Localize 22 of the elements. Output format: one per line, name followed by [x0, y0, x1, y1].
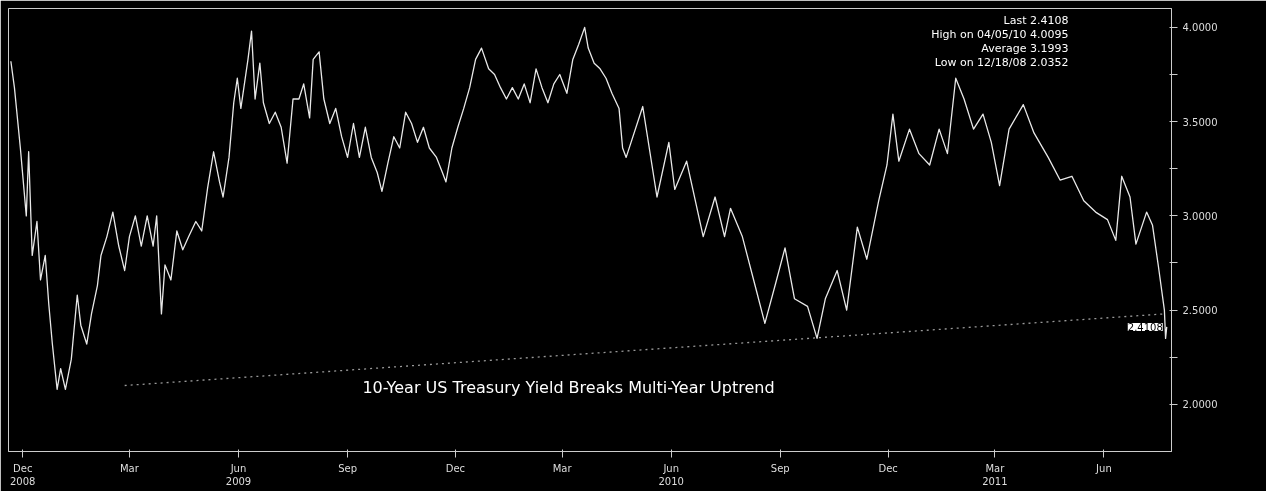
y-tick-label: 2.5000: [1182, 305, 1218, 317]
x-tick-label: Dec 2008: [10, 462, 36, 487]
x-tick-label: Mar: [552, 462, 573, 474]
x-tick-label: Jun 2009: [225, 462, 252, 487]
annotation: Last 2.4108: [1003, 13, 1069, 27]
y-tick-label: 3.0000: [1182, 210, 1218, 222]
x-tick-label: Jun 2010: [658, 462, 684, 487]
y-tick-label: 2.0000: [1182, 399, 1218, 411]
annotation: High on 04/05/10 4.0095: [931, 27, 1069, 41]
x-tick-label: Dec: [445, 462, 466, 474]
x-tick-label: Sep: [338, 462, 357, 474]
x-tick-label: Mar: [119, 462, 140, 474]
y-tick-label: 3.5000: [1182, 116, 1218, 128]
annotation: Low on 12/18/08 2.0352: [934, 55, 1069, 69]
annotation: Average 3.1993: [981, 41, 1069, 55]
annotation: 2.4108: [1127, 321, 1163, 333]
annotation: 10-Year US Treasury Yield Breaks Multi-Year Uptrend: [362, 377, 775, 397]
x-tick-label: Jun: [1095, 462, 1112, 474]
x-tick-label: Mar 2011: [982, 462, 1008, 487]
x-tick-label: Dec: [878, 462, 898, 474]
x-tick-label: Sep: [770, 462, 790, 474]
y-tick-label: 4.0000: [1182, 22, 1218, 34]
